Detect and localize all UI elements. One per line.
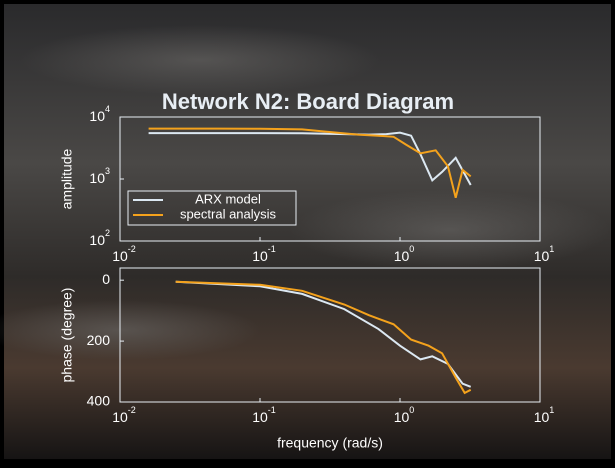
cloud	[0, 300, 260, 360]
x-tick-label-exponent: -1	[268, 405, 276, 415]
x-tick-label: 10-1	[252, 405, 276, 424]
x-tick-label-base: 10	[112, 248, 128, 264]
x-tick-label-base: 10	[112, 409, 128, 425]
x-tick-label: 101	[534, 244, 555, 263]
legend-box	[127, 190, 297, 226]
y-tick-label-exponent: 3	[105, 166, 110, 176]
series-line	[148, 131, 472, 186]
y-axis-label: amplitude	[59, 148, 75, 209]
y-tick-label-base: 10	[89, 108, 105, 124]
x-tick-label-exponent: 0	[409, 244, 414, 254]
x-tick-label-exponent: 1	[549, 405, 554, 415]
x-tick-label: 10-1	[252, 244, 276, 263]
slide-title: Network N2: Board Diagram	[162, 89, 454, 114]
cloud	[290, 190, 610, 270]
y-tick-label-base: 10	[89, 232, 105, 248]
y-tick-label: 103	[89, 166, 110, 185]
y-tick-label: 400	[87, 393, 111, 409]
x-axis-label: frequency (rad/s)	[277, 435, 383, 451]
x-tick-label-exponent: -2	[128, 244, 136, 254]
x-tick-label-base: 10	[534, 248, 550, 264]
x-tick-label: 100	[394, 405, 415, 424]
x-tick-label-exponent: 0	[409, 405, 414, 415]
x-tick-label-base: 10	[252, 409, 268, 425]
y-tick-label: 0	[102, 271, 110, 287]
x-tick-label-exponent: -1	[268, 244, 276, 254]
cloud	[20, 25, 380, 95]
y-axis-label: phase (degree)	[59, 288, 75, 383]
series-line	[148, 127, 472, 198]
y-tick-label-base: 10	[89, 170, 105, 186]
y-tick-label-exponent: 2	[105, 228, 110, 238]
plot-frame	[119, 267, 541, 403]
x-tick-label-base: 10	[394, 409, 410, 425]
x-tick-label-exponent: -2	[128, 405, 136, 415]
series-line	[175, 280, 472, 395]
y-tick-label-exponent: 4	[105, 104, 110, 114]
y-tick-label: 104	[89, 104, 110, 123]
x-tick-label: 101	[534, 405, 555, 424]
x-tick-label-base: 10	[394, 248, 410, 264]
x-tick-label-base: 10	[534, 409, 550, 425]
x-tick-label-base: 10	[252, 248, 268, 264]
legend-label: ARX model	[195, 191, 261, 206]
x-tick-label: 100	[394, 244, 415, 263]
x-tick-label: 10-2	[112, 405, 136, 424]
legend-label: spectral analysis	[180, 206, 277, 221]
x-tick-label: 10-2	[112, 244, 136, 263]
x-tick-label-exponent: 1	[549, 244, 554, 254]
y-tick-label: 200	[87, 332, 111, 348]
y-tick-label: 102	[89, 228, 110, 247]
